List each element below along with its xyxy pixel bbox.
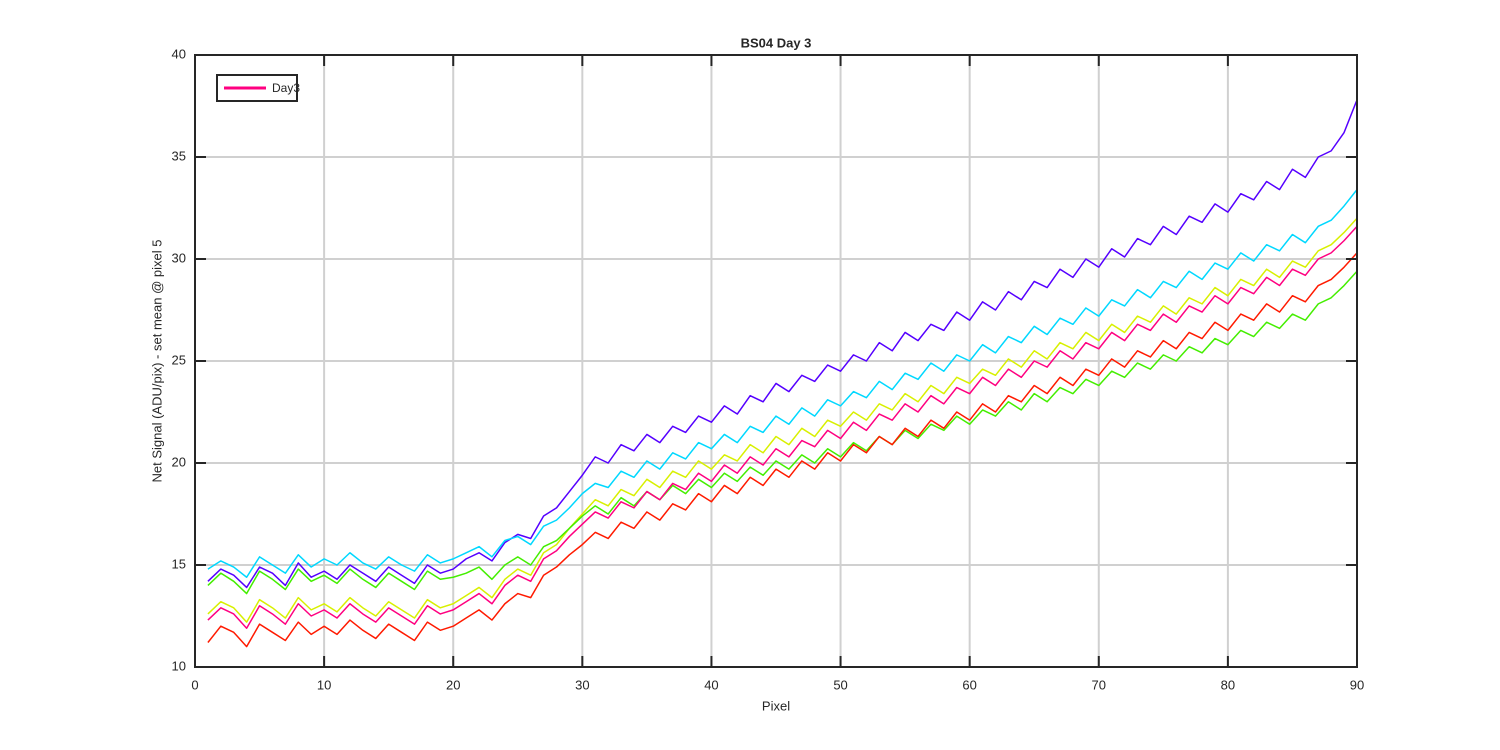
x-tick-label: 50 [833, 677, 847, 692]
data-line [207, 217, 1358, 623]
x-tick-label: 30 [575, 677, 589, 692]
data-line [207, 270, 1358, 595]
data-line [207, 252, 1358, 648]
chart-title: BS04 Day 3 [741, 35, 812, 50]
y-tick-label: 30 [172, 250, 186, 265]
data-line [207, 189, 1358, 578]
x-tick-label: 0 [191, 677, 198, 692]
y-tick-label: 25 [172, 352, 186, 367]
data-line [207, 99, 1358, 589]
y-axis-label: Net Signal (ADU/pix) - set mean @ pixel … [149, 240, 164, 483]
y-tick-label: 10 [172, 658, 186, 673]
x-tick-label: 90 [1350, 677, 1364, 692]
x-tick-label: 80 [1221, 677, 1235, 692]
x-tick-label: 70 [1092, 677, 1106, 692]
x-axis-label: Pixel [762, 698, 790, 713]
y-tick-label: 15 [172, 556, 186, 571]
x-tick-label: 40 [704, 677, 718, 692]
legend-label: Day3 [272, 81, 300, 95]
data-line [207, 225, 1358, 629]
y-tick-label: 40 [172, 46, 186, 61]
x-tick-label: 60 [962, 677, 976, 692]
x-tick-label: 10 [317, 677, 331, 692]
x-tick-label: 20 [446, 677, 460, 692]
y-tick-label: 35 [172, 148, 186, 163]
y-tick-label: 20 [172, 454, 186, 469]
